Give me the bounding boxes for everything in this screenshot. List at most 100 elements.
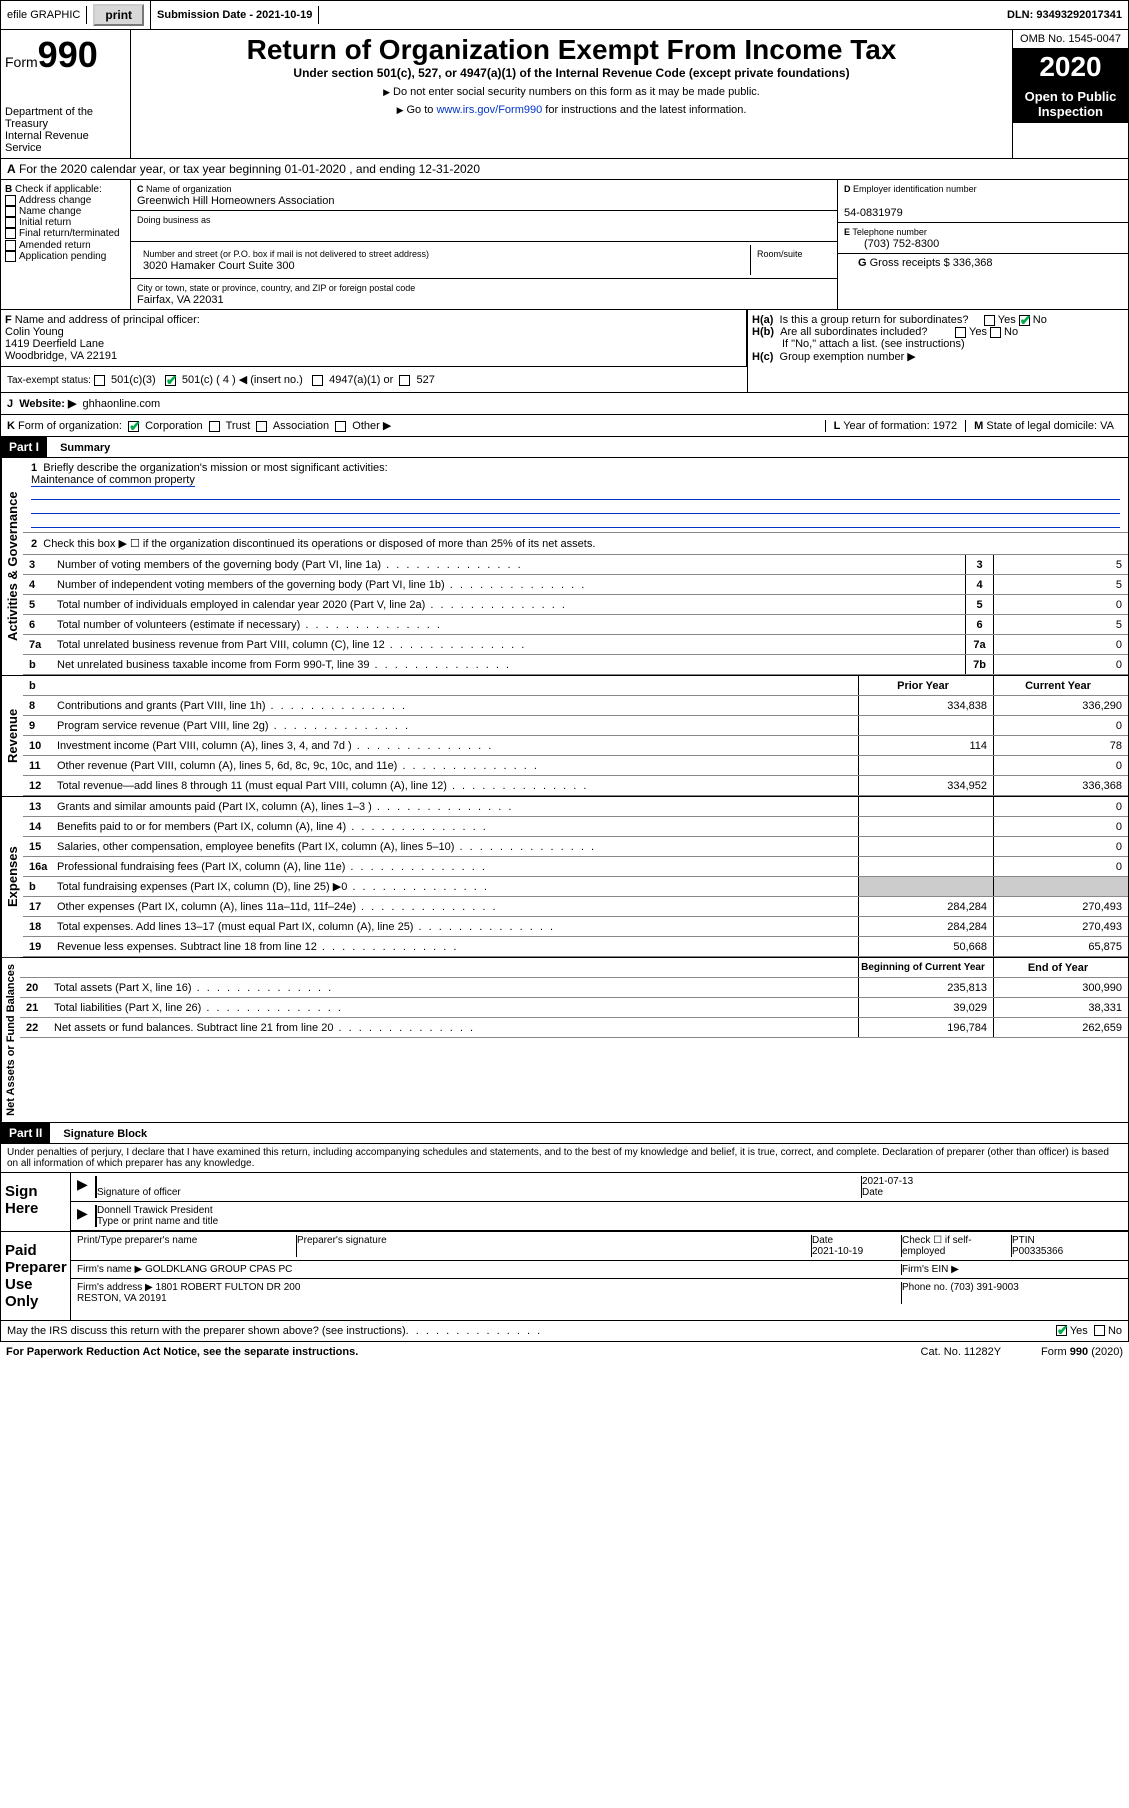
dba-label: Doing business as bbox=[137, 215, 211, 225]
cat-no: Cat. No. 11282Y bbox=[921, 1346, 1002, 1358]
section-f-h: F Name and address of principal officer:… bbox=[0, 310, 1129, 393]
table-row: 14Benefits paid to or for members (Part … bbox=[23, 817, 1128, 837]
city-label: City or town, state or province, country… bbox=[137, 283, 415, 293]
501c-checkbox[interactable] bbox=[165, 375, 176, 386]
subtitle-1: Under section 501(c), 527, or 4947(a)(1)… bbox=[141, 66, 1002, 80]
officer-addr2: Woodbridge, VA 22191 bbox=[5, 350, 117, 362]
table-row: 6Total number of volunteers (estimate if… bbox=[23, 615, 1128, 635]
hc-label: Group exemption number ▶ bbox=[780, 351, 916, 363]
phone-value: (703) 752-8300 bbox=[844, 238, 939, 250]
form990-link[interactable]: www.irs.gov/Form990 bbox=[436, 104, 542, 116]
ha-label: Is this a group return for subordinates? bbox=[780, 314, 969, 326]
hb-note: If "No," attach a list. (see instruction… bbox=[752, 338, 1124, 350]
trust-checkbox[interactable] bbox=[209, 421, 220, 432]
room-label: Room/suite bbox=[757, 249, 803, 259]
date-label: Date bbox=[862, 1187, 883, 1198]
4947-checkbox[interactable] bbox=[312, 375, 323, 386]
table-row: 8Contributions and grants (Part VIII, li… bbox=[23, 696, 1128, 716]
formorg-label: Form of organization: bbox=[18, 420, 122, 432]
table-row: 3Number of voting members of the governi… bbox=[23, 555, 1128, 575]
firm-name: GOLDKLANG GROUP CPAS PC bbox=[145, 1264, 292, 1275]
declaration-text: Under penalties of perjury, I declare th… bbox=[0, 1144, 1129, 1173]
current-year-hdr: Current Year bbox=[993, 676, 1128, 695]
check-self-employed: Check ☐ if self-employed bbox=[902, 1235, 1012, 1257]
vtab-governance: Activities & Governance bbox=[1, 458, 23, 675]
page-title: Return of Organization Exempt From Incom… bbox=[141, 34, 1002, 66]
table-row: 17Other expenses (Part IX, column (A), l… bbox=[23, 897, 1128, 917]
table-row: 16aProfessional fundraising fees (Part I… bbox=[23, 857, 1128, 877]
discuss-row: May the IRS discuss this return with the… bbox=[0, 1321, 1129, 1342]
table-row: bTotal fundraising expenses (Part IX, co… bbox=[23, 877, 1128, 897]
state-label: State of legal domicile: bbox=[986, 420, 1097, 432]
final-return-checkbox[interactable] bbox=[5, 228, 16, 239]
gross-label: Gross receipts $ bbox=[870, 257, 950, 269]
table-row: 9Program service revenue (Part VIII, lin… bbox=[23, 716, 1128, 736]
officer-label: Name and address of principal officer: bbox=[15, 314, 200, 326]
table-row: 5Total number of individuals employed in… bbox=[23, 595, 1128, 615]
address-change-checkbox[interactable] bbox=[5, 195, 16, 206]
street-address: 3020 Hamaker Court Suite 300 bbox=[143, 260, 295, 272]
other-checkbox[interactable] bbox=[335, 421, 346, 432]
paid-preparer-label: Paid Preparer Use Only bbox=[1, 1232, 71, 1320]
firm-ein-label: Firm's EIN ▶ bbox=[902, 1264, 959, 1275]
form-label: Form990 bbox=[5, 34, 126, 76]
table-row: 13Grants and similar amounts paid (Part … bbox=[23, 797, 1128, 817]
check-applicable-label: Check if applicable: bbox=[15, 184, 102, 195]
table-row: 11Other revenue (Part VIII, column (A), … bbox=[23, 756, 1128, 776]
dln-label: DLN: 93493292017341 bbox=[1001, 6, 1128, 24]
table-row: 19Revenue less expenses. Subtract line 1… bbox=[23, 937, 1128, 957]
org-name-label: Name of organization bbox=[146, 184, 232, 194]
header: Form990 Department of the Treasury Inter… bbox=[0, 30, 1129, 159]
vtab-revenue: Revenue bbox=[1, 676, 23, 796]
efile-label: efile GRAPHIC bbox=[1, 6, 87, 24]
hb-label: Are all subordinates included? bbox=[780, 326, 927, 338]
ha-no[interactable] bbox=[1019, 315, 1030, 326]
discuss-label: May the IRS discuss this return with the… bbox=[7, 1325, 406, 1337]
part1-header: Part I bbox=[1, 437, 47, 457]
prep-date: 2021-10-19 bbox=[812, 1246, 863, 1257]
sign-here-block: Sign Here ▶ Signature of officer 2021-07… bbox=[0, 1173, 1129, 1232]
initial-return-checkbox[interactable] bbox=[5, 217, 16, 228]
period-row: A For the 2020 calendar year, or tax yea… bbox=[0, 159, 1129, 180]
discuss-no[interactable] bbox=[1094, 1325, 1105, 1336]
dept-label: Department of the Treasury Internal Reve… bbox=[5, 106, 126, 154]
table-row: 10Investment income (Part VIII, column (… bbox=[23, 736, 1128, 756]
table-row: 22Net assets or fund balances. Subtract … bbox=[20, 1018, 1128, 1038]
prep-sig-label: Preparer's signature bbox=[297, 1235, 812, 1257]
bcy-hdr: Beginning of Current Year bbox=[858, 958, 993, 977]
firm-phone-label: Phone no. bbox=[902, 1282, 948, 1293]
sig-officer-label: Signature of officer bbox=[97, 1187, 181, 1198]
inspection-label: Open to Public Inspection bbox=[1013, 85, 1128, 123]
q2-label: Check this box ▶ ☐ if the organization d… bbox=[43, 538, 595, 550]
discuss-yes[interactable] bbox=[1056, 1325, 1067, 1336]
table-row: 20Total assets (Part X, line 16)235,8133… bbox=[20, 978, 1128, 998]
hb-yes[interactable] bbox=[955, 327, 966, 338]
527-checkbox[interactable] bbox=[399, 375, 410, 386]
website-value: ghhaonline.com bbox=[83, 398, 161, 410]
prep-date-label: Date bbox=[812, 1235, 833, 1246]
row-k: K Form of organization: Corporation Trus… bbox=[0, 415, 1129, 437]
ha-yes[interactable] bbox=[984, 315, 995, 326]
type-name-label: Type or print name and title bbox=[97, 1216, 218, 1227]
q1-label: Briefly describe the organization's miss… bbox=[43, 462, 387, 474]
print-button[interactable]: print bbox=[93, 4, 144, 26]
amended-return-checkbox[interactable] bbox=[5, 240, 16, 251]
hb-no[interactable] bbox=[990, 327, 1001, 338]
table-row: 7aTotal unrelated business revenue from … bbox=[23, 635, 1128, 655]
submission-date: Submission Date - 2021-10-19 bbox=[151, 6, 319, 24]
application-pending-checkbox[interactable] bbox=[5, 251, 16, 262]
corp-checkbox[interactable] bbox=[128, 421, 139, 432]
officer-name: Colin Young bbox=[5, 326, 64, 338]
ein-label: Employer identification number bbox=[853, 184, 977, 194]
501c3-checkbox[interactable] bbox=[94, 375, 105, 386]
name-change-checkbox[interactable] bbox=[5, 206, 16, 217]
table-row: 12Total revenue—add lines 8 through 11 (… bbox=[23, 776, 1128, 796]
state-value: VA bbox=[1100, 420, 1114, 432]
assoc-checkbox[interactable] bbox=[256, 421, 267, 432]
row-j: J Website: ▶ ghhaonline.com bbox=[0, 393, 1129, 415]
arrow-icon: ▶ bbox=[77, 1176, 88, 1192]
pra-notice: For Paperwork Reduction Act Notice, see … bbox=[6, 1346, 358, 1358]
q1-answer: Maintenance of common property bbox=[31, 474, 195, 487]
website-label: Website: ▶ bbox=[19, 397, 76, 410]
part2-title: Signature Block bbox=[53, 1128, 147, 1140]
